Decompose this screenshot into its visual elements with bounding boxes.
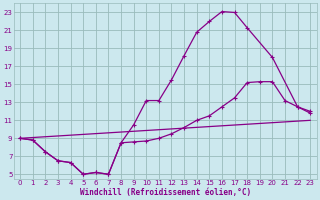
X-axis label: Windchill (Refroidissement éolien,°C): Windchill (Refroidissement éolien,°C) xyxy=(80,188,251,197)
